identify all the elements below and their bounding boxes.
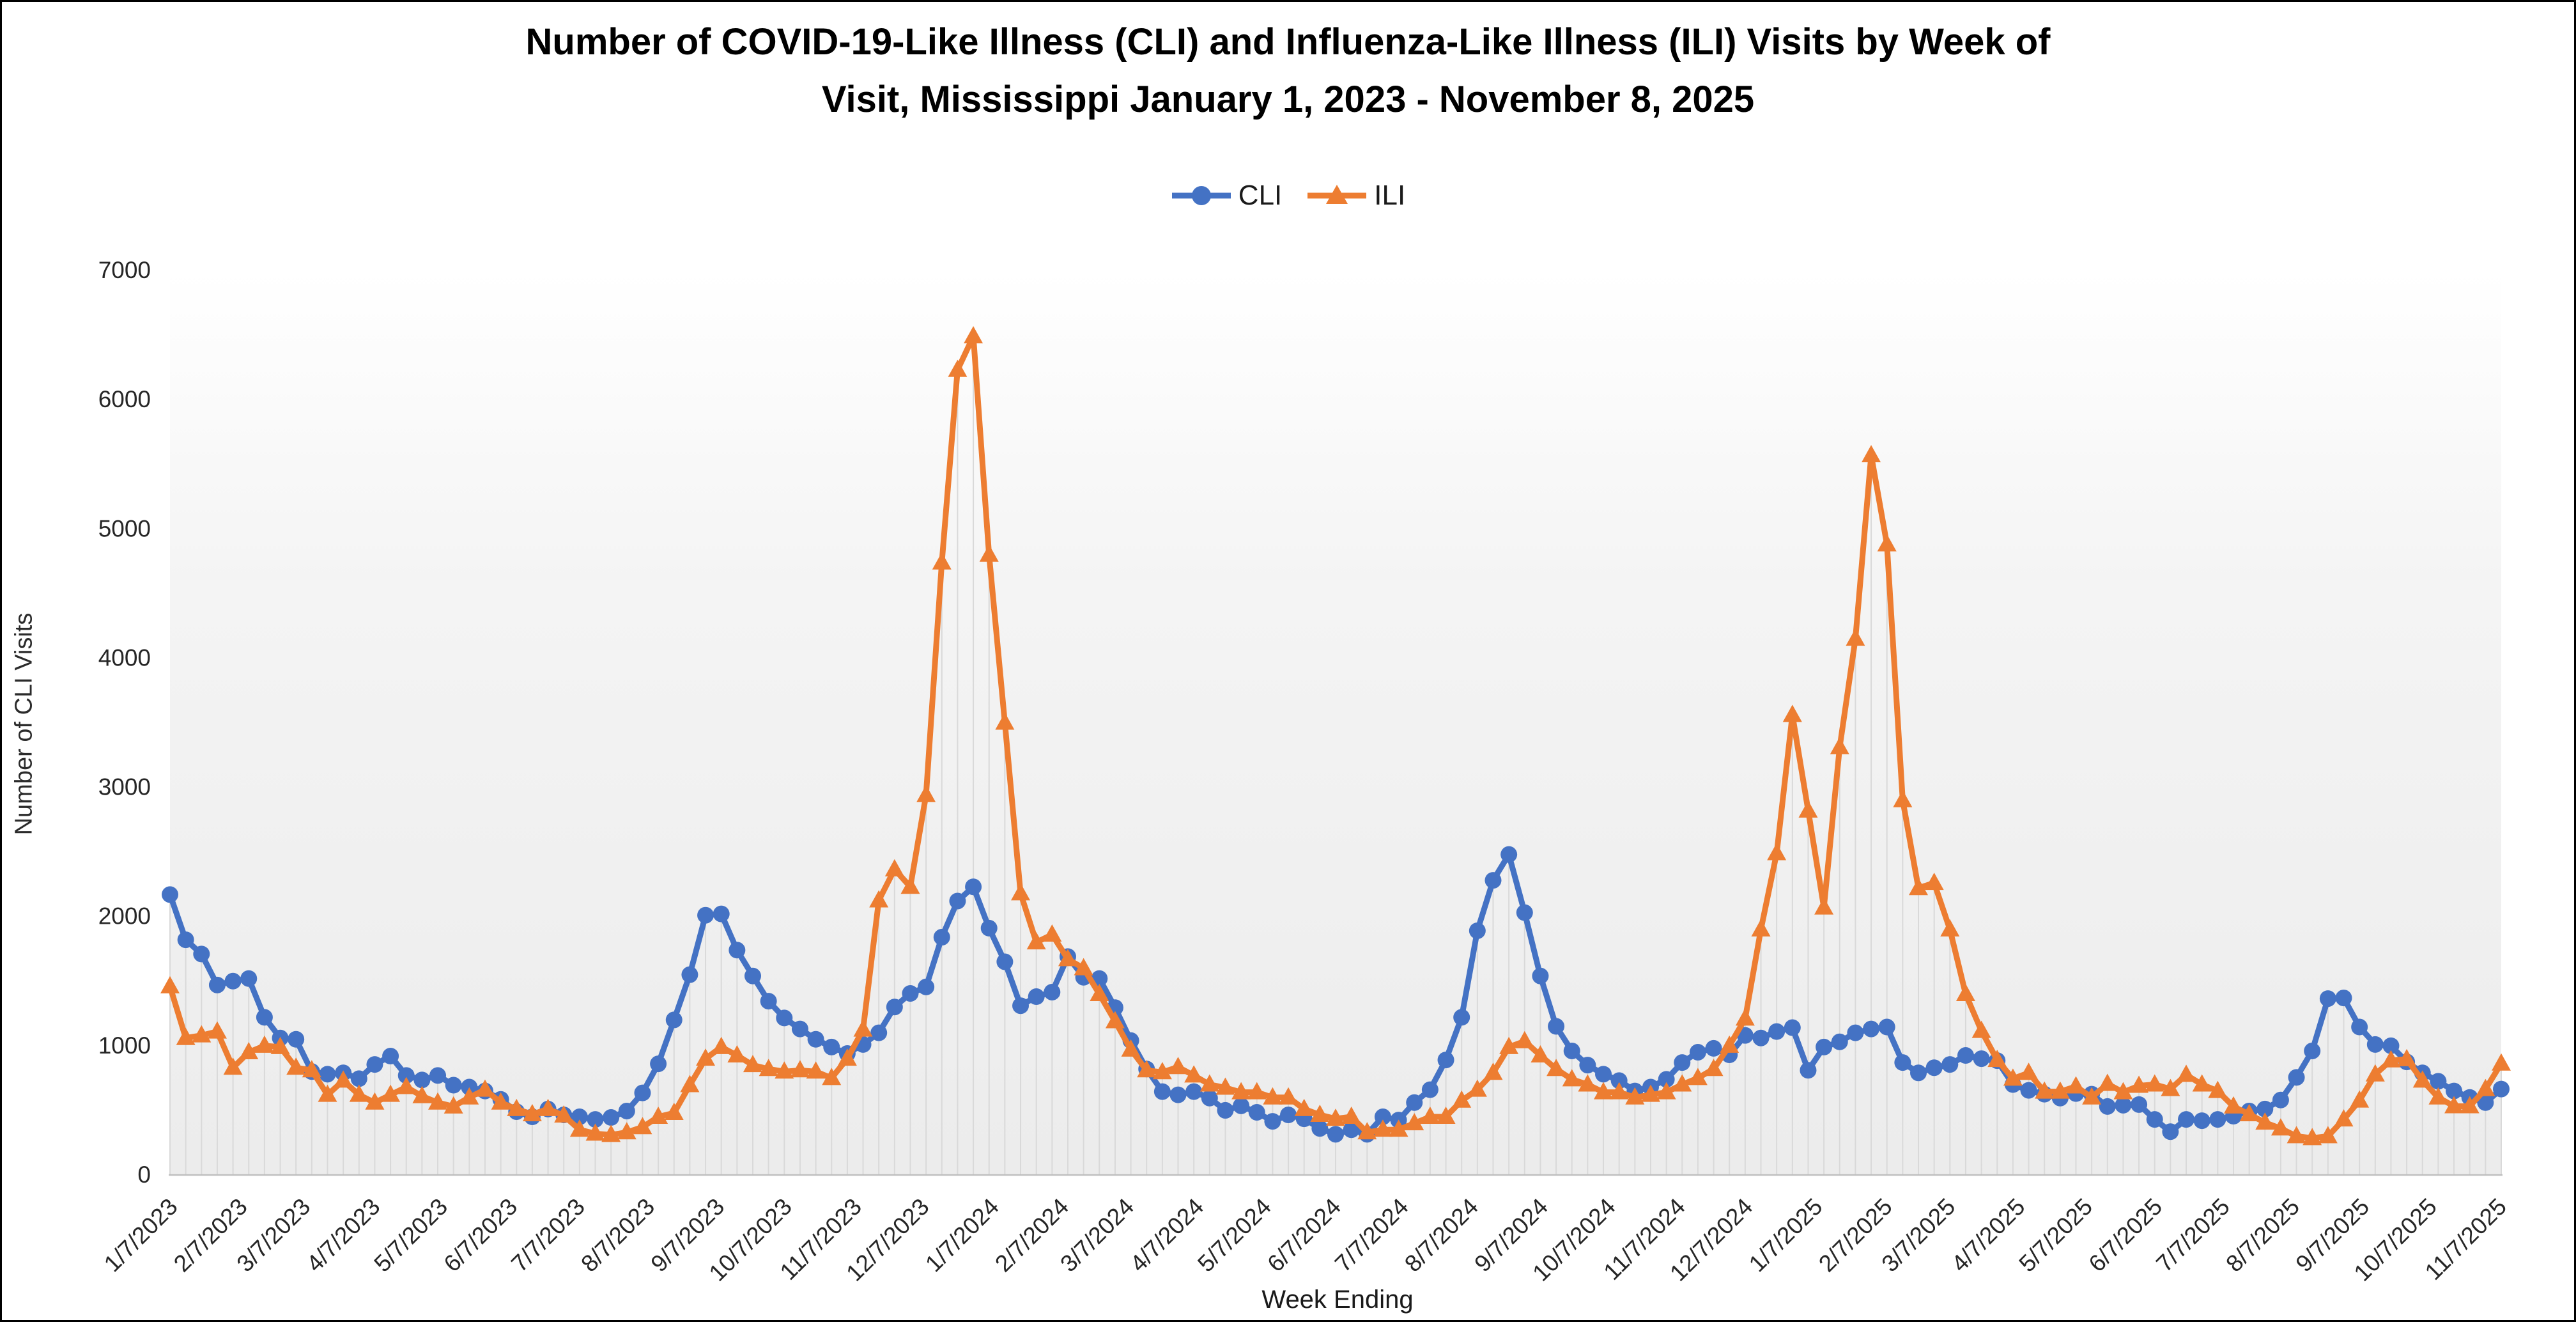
svg-text:5000: 5000: [98, 515, 151, 541]
svg-text:1/7/2025: 1/7/2025: [1744, 1194, 1828, 1277]
svg-text:5/7/2025: 5/7/2025: [2014, 1194, 2097, 1277]
svg-text:6000: 6000: [98, 386, 151, 412]
svg-text:0: 0: [137, 1162, 151, 1188]
svg-text:1/7/2023: 1/7/2023: [99, 1194, 183, 1277]
chart-title-line1: Number of COVID-19-Like Illness (CLI) an…: [525, 21, 2051, 63]
svg-text:7/7/2024: 7/7/2024: [1330, 1194, 1414, 1277]
chart-title: Number of COVID-19-Like Illness (CLI) an…: [2, 13, 2574, 128]
svg-text:4/7/2025: 4/7/2025: [1947, 1194, 2030, 1277]
legend-item-label: ILI: [1374, 180, 1406, 211]
legend-item-ili: ILI: [1306, 180, 1405, 212]
svg-text:8/7/2025: 8/7/2025: [2221, 1194, 2304, 1277]
svg-text:6/7/2024: 6/7/2024: [1262, 1194, 1346, 1277]
svg-text:4/7/2024: 4/7/2024: [1125, 1194, 1209, 1277]
svg-text:1/7/2024: 1/7/2024: [920, 1194, 1004, 1277]
svg-text:2000: 2000: [98, 903, 151, 929]
svg-text:1000: 1000: [98, 1032, 151, 1059]
svg-text:3/7/2024: 3/7/2024: [1055, 1194, 1139, 1277]
chart-title-line2: Visit, Mississippi January 1, 2023 - Nov…: [821, 78, 1755, 120]
ili-line-marker-icon: [1307, 185, 1367, 204]
svg-text:6/7/2023: 6/7/2023: [439, 1194, 523, 1277]
legend-item-cli: CLI: [1171, 180, 1282, 212]
svg-text:7/7/2025: 7/7/2025: [2151, 1194, 2235, 1277]
svg-text:5/7/2023: 5/7/2023: [369, 1194, 452, 1277]
svg-text:7000: 7000: [98, 257, 151, 283]
svg-text:6/7/2025: 6/7/2025: [2084, 1194, 2168, 1277]
svg-text:4/7/2023: 4/7/2023: [302, 1194, 385, 1277]
legend: CLI ILI: [2, 180, 2574, 212]
svg-text:8/7/2023: 8/7/2023: [576, 1194, 659, 1277]
x-axis-title: Week Ending: [1261, 1286, 1414, 1314]
svg-text:4000: 4000: [98, 644, 151, 671]
svg-text:5/7/2024: 5/7/2024: [1192, 1194, 1276, 1277]
svg-text:7/7/2023: 7/7/2023: [506, 1194, 590, 1277]
cli-line-marker-icon: [1171, 186, 1231, 205]
svg-text:3000: 3000: [98, 774, 151, 800]
y-axis-title: Number of CLI Visits: [10, 612, 38, 836]
svg-text:8/7/2024: 8/7/2024: [1400, 1194, 1483, 1277]
legend-item-label: CLI: [1238, 180, 1283, 211]
